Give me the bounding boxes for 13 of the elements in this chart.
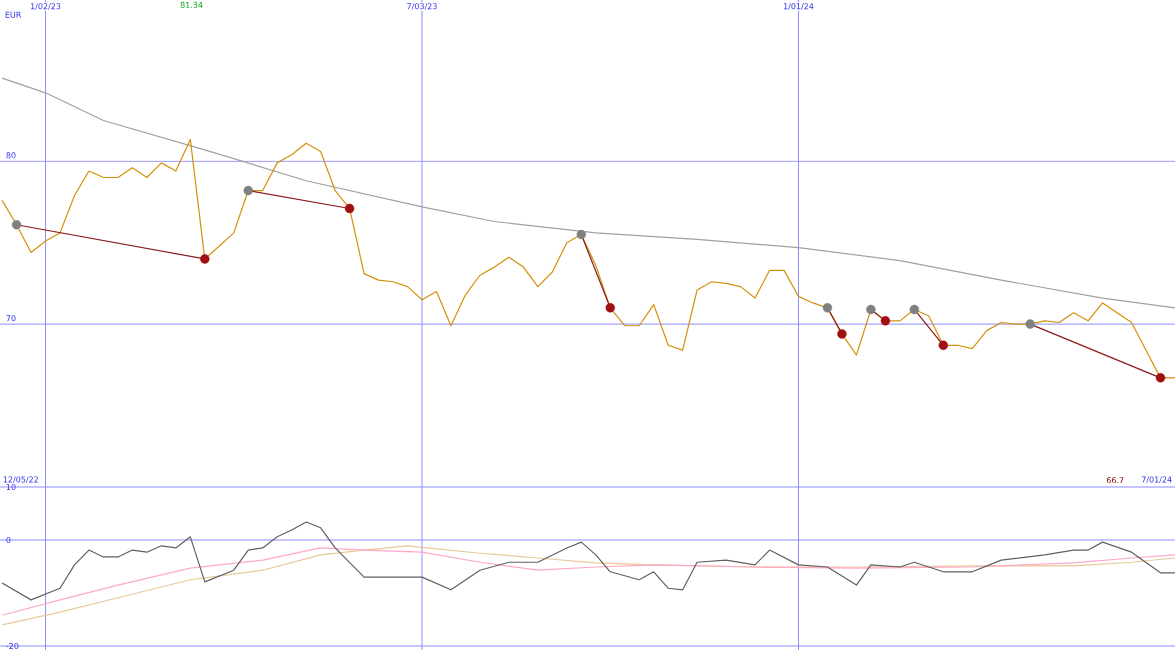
- annotation: 81.34: [180, 1, 203, 8]
- y-tick-label: 80: [6, 152, 16, 159]
- annotation: 7/01/24: [1141, 476, 1172, 484]
- annotation: 66.7: [1106, 477, 1124, 484]
- x-tick-label: 1/01/24: [783, 3, 814, 10]
- y-axis-title: EUR: [5, 11, 22, 18]
- y-tick-label: -20: [6, 642, 19, 650]
- y-tick-label: 10: [6, 483, 16, 490]
- annotation: 12/05/22: [3, 476, 38, 484]
- x-tick-label: 1/02/23: [30, 3, 61, 10]
- x-tick-label: 7/03/23: [407, 3, 437, 10]
- y-tick-label: 70: [6, 315, 16, 322]
- y-tick-label: 0: [6, 536, 11, 544]
